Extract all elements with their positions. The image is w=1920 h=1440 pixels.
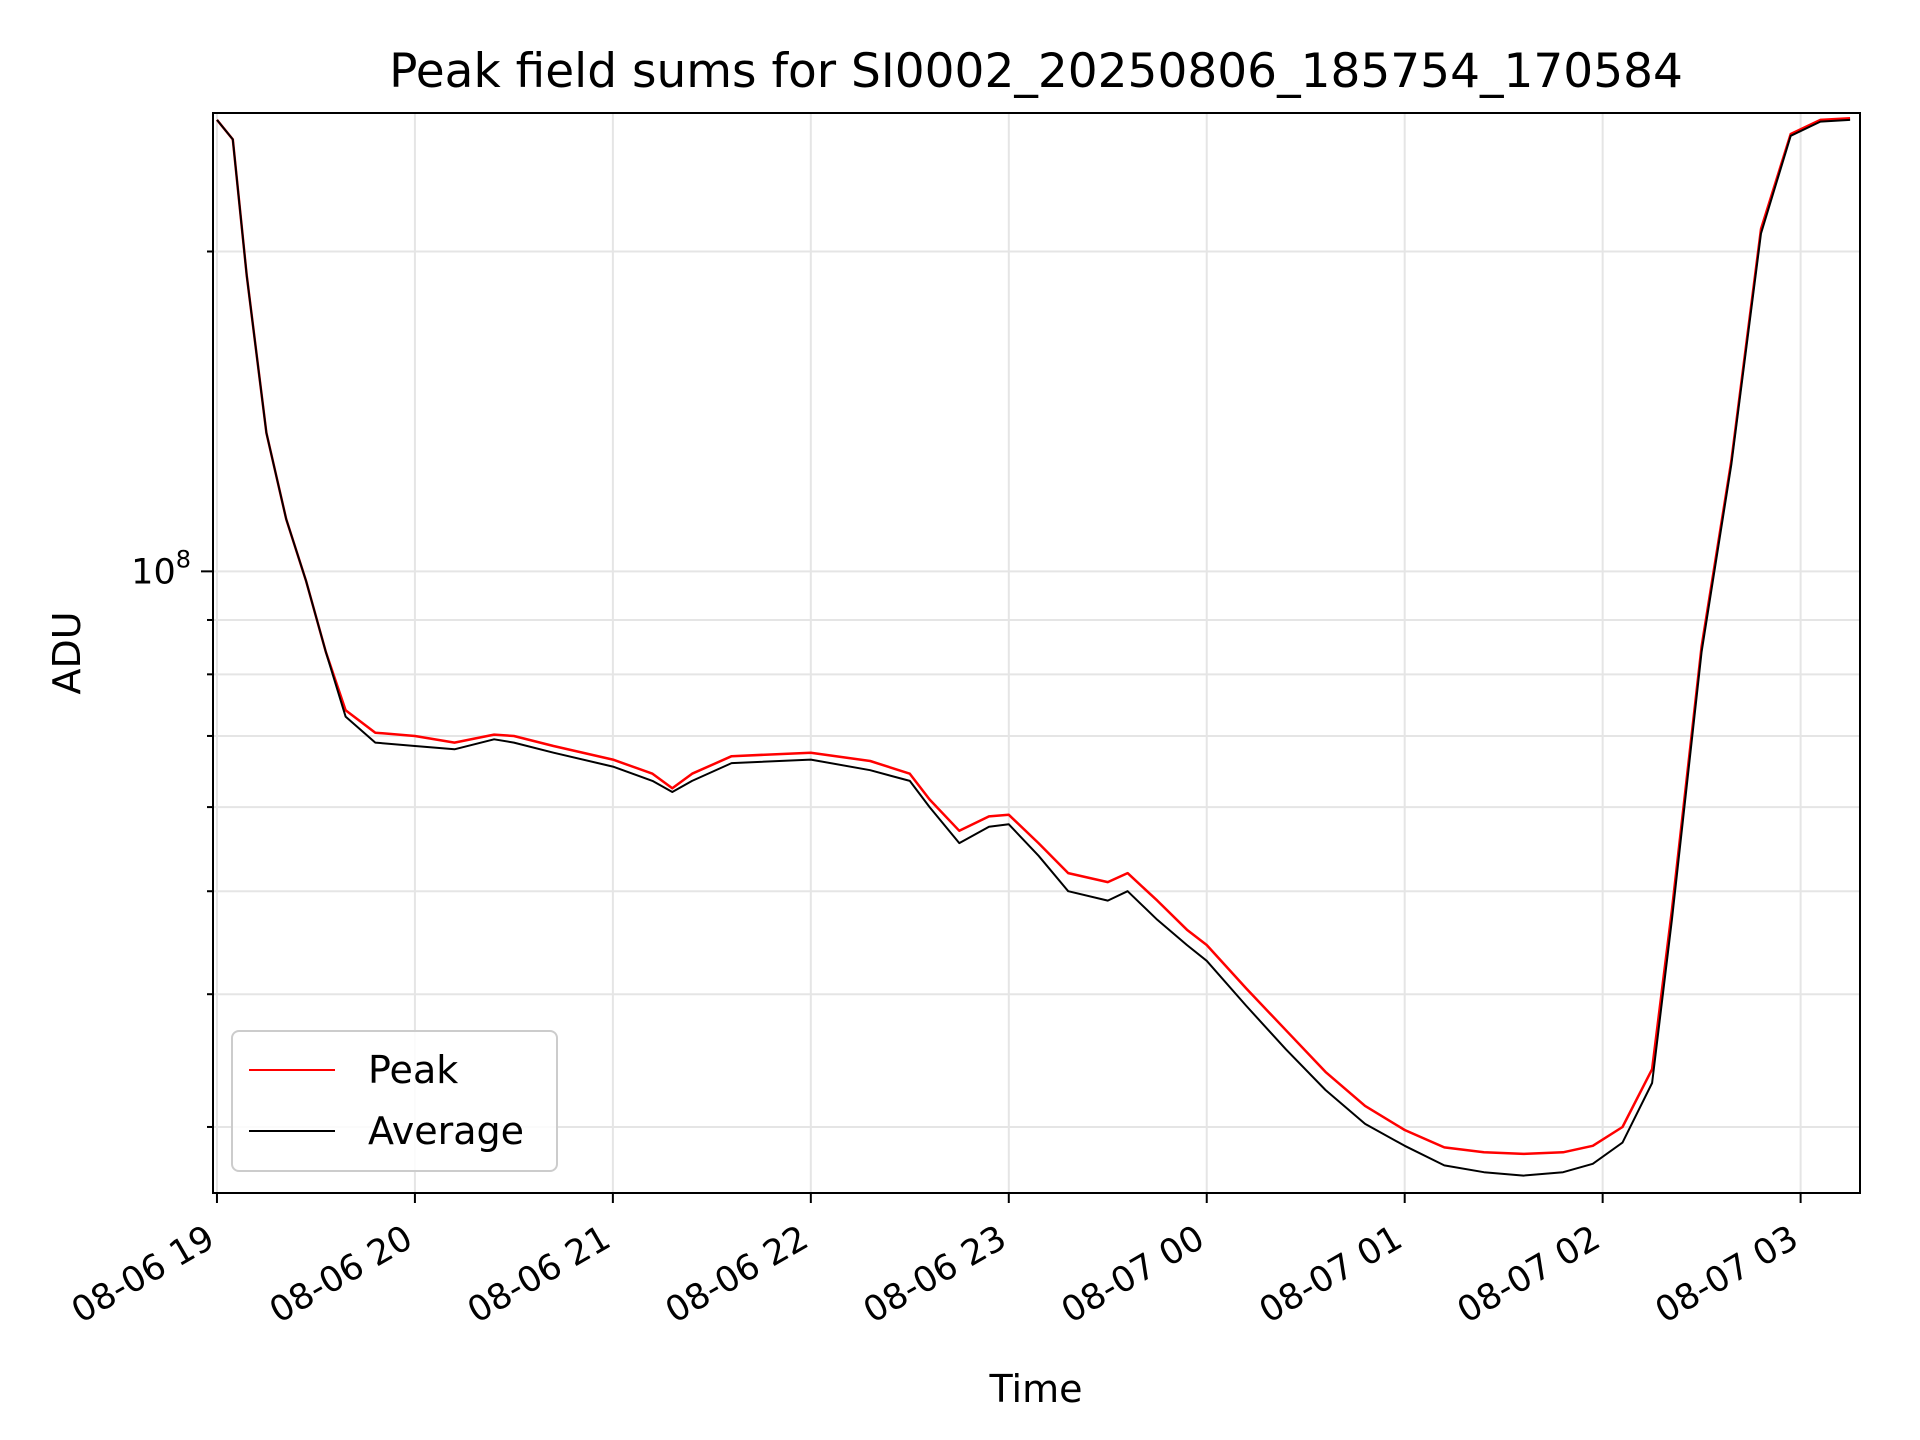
- x-axis-label: Time: [989, 1367, 1083, 1411]
- series-layer: [216, 116, 1851, 1177]
- y-axis-label: ADU: [45, 611, 89, 694]
- chart-title: Peak field sums for SI0002_20250806_1857…: [389, 44, 1683, 99]
- series-line-peak: [216, 116, 1851, 1156]
- y-tick-label-base: 10: [131, 552, 176, 592]
- legend-average-label: Average: [368, 1109, 524, 1153]
- y-tick-label-exponent: 8: [176, 545, 191, 573]
- series-line-average: [216, 118, 1851, 1177]
- legend-box: [231, 1030, 558, 1172]
- plot-frame: [212, 112, 1861, 1194]
- legend: Peak Average: [231, 1030, 558, 1172]
- grid-layer: [213, 113, 1860, 1193]
- legend-peak-label: Peak: [368, 1048, 458, 1092]
- y-tick-label: 108: [131, 545, 191, 592]
